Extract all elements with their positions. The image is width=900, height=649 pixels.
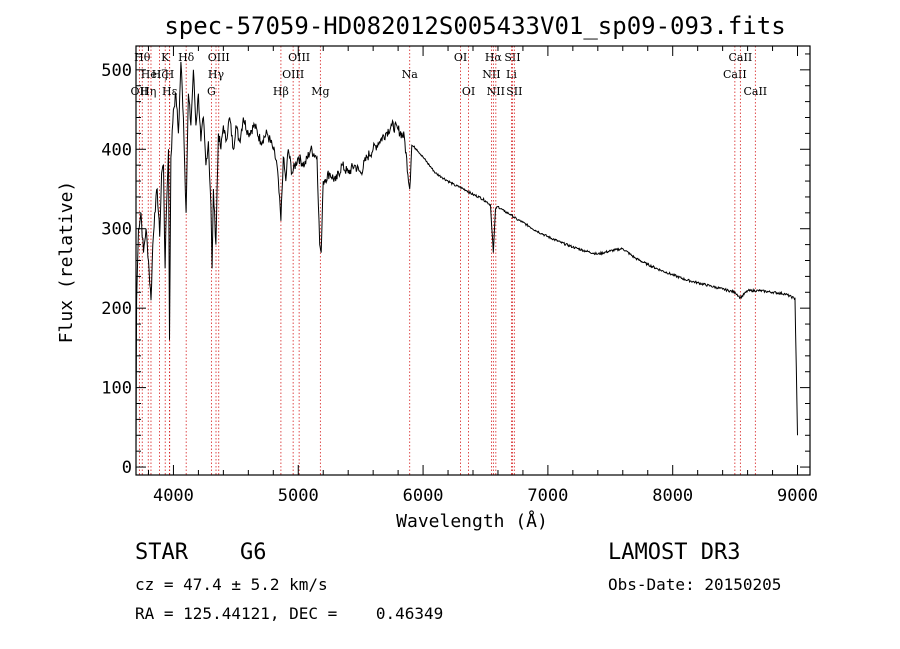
redshift-velocity: cz = 47.4 ± 5.2 km/s [135, 575, 328, 594]
y-tick-label: 500 [101, 61, 132, 81]
survey-name: LAMOST DR3 [608, 540, 741, 565]
plot-frame [135, 45, 811, 476]
spectral-line-label: G [207, 85, 216, 98]
spectrum-series-line [135, 61, 798, 452]
y-axis-label: Flux (relative) [56, 181, 77, 344]
spectral-line-label: OI [454, 51, 467, 64]
y-tick-label: 200 [101, 299, 132, 319]
spectral-line-label: OIII [282, 68, 304, 81]
y-tick-label: 0 [122, 458, 132, 478]
spectral-line-label: Mg [311, 85, 329, 98]
spectral-line-label: Hε [162, 85, 178, 98]
spectral-line-label: NII [487, 85, 505, 98]
spectral-line-label: K [161, 51, 170, 64]
y-tick-label: 100 [101, 379, 132, 399]
y-tick-label: 300 [101, 220, 132, 240]
x-tick-label: 8000 [652, 486, 693, 506]
object-subclass: G6 [240, 540, 267, 565]
spectral-line-label: OIII [288, 51, 310, 64]
spectral-line-label: Hη [140, 85, 156, 98]
x-tick-label: 5000 [278, 486, 319, 506]
object-class: STAR [135, 540, 188, 565]
spectral-line-label: OII [131, 85, 149, 98]
x-tick-label: 9000 [777, 486, 818, 506]
x-axis-label: Wavelength (Å) [396, 510, 548, 532]
spectral-line-label: OIII [208, 51, 230, 64]
spectral-line-label: HeI [141, 68, 161, 81]
spectral-line-label: SII [506, 85, 522, 98]
spectral-line-label: Hζ [152, 68, 168, 81]
spectral-line-label: SII [504, 51, 520, 64]
chart-title: spec-57059-HD082012S005433V01_sp09-093.f… [164, 12, 785, 40]
spectral-line-label: Li [506, 68, 517, 81]
spectral-line-label: OI [462, 85, 475, 98]
sky-coordinates: RA = 125.44121, DEC = 0.46349 [135, 604, 444, 623]
spectral-line-label: Na [402, 68, 419, 81]
observation-date: Obs-Date: 20150205 [608, 575, 782, 594]
x-tick-label: 6000 [403, 486, 444, 506]
spectral-line-label: CaII [729, 51, 753, 64]
spectral-line-label: Hα [485, 51, 503, 64]
y-tick-label: 400 [101, 140, 132, 160]
spectral-line-label: Hγ [208, 68, 225, 81]
spectral-line-label: NII [482, 68, 500, 81]
spectral-line-label: Hδ [178, 51, 195, 64]
spectral-line-label: CaII [723, 68, 747, 81]
x-tick-label: 7000 [527, 486, 568, 506]
spectral-line-label: CaII [743, 85, 767, 98]
spectral-line-label: Hβ [273, 85, 289, 98]
x-tick-label: 4000 [153, 486, 194, 506]
